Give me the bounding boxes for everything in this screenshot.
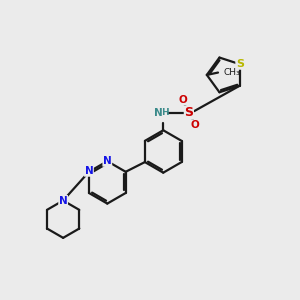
- Text: O: O: [178, 95, 187, 105]
- Text: CH₃: CH₃: [223, 68, 240, 77]
- Text: S: S: [236, 59, 244, 69]
- Text: O: O: [191, 120, 200, 130]
- Text: N: N: [85, 166, 93, 176]
- Text: N: N: [103, 156, 112, 166]
- Text: S: S: [184, 106, 194, 119]
- Text: N: N: [59, 196, 68, 206]
- Text: H: H: [161, 108, 169, 117]
- Text: N: N: [154, 108, 163, 118]
